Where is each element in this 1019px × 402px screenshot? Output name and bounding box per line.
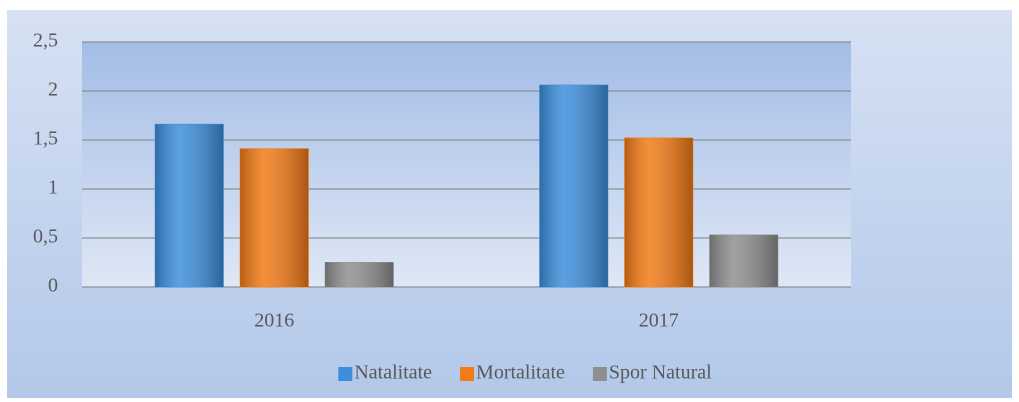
y-tick-label: 0,5	[33, 226, 58, 248]
y-tick-label: 2,5	[33, 30, 58, 52]
y-tick-label: 1,5	[33, 128, 58, 150]
bar	[539, 84, 609, 288]
y-tick-label: 0	[48, 275, 58, 297]
y-tick-label: 2	[48, 79, 58, 101]
bar	[324, 262, 394, 288]
bar	[154, 123, 224, 288]
legend-label: Spor Natural	[609, 362, 712, 384]
legend-label: Mortalitate	[476, 362, 565, 384]
bar	[239, 148, 309, 288]
bar	[709, 234, 779, 288]
bar	[624, 137, 694, 288]
legend-swatch	[338, 367, 353, 381]
x-tick-label: 2016	[254, 310, 294, 332]
legend-label: Natalitate	[354, 362, 432, 384]
y-tick-label: 1	[48, 177, 58, 199]
legend-swatch	[592, 367, 607, 381]
x-tick-label: 2017	[639, 310, 679, 332]
legend-swatch	[460, 367, 475, 381]
